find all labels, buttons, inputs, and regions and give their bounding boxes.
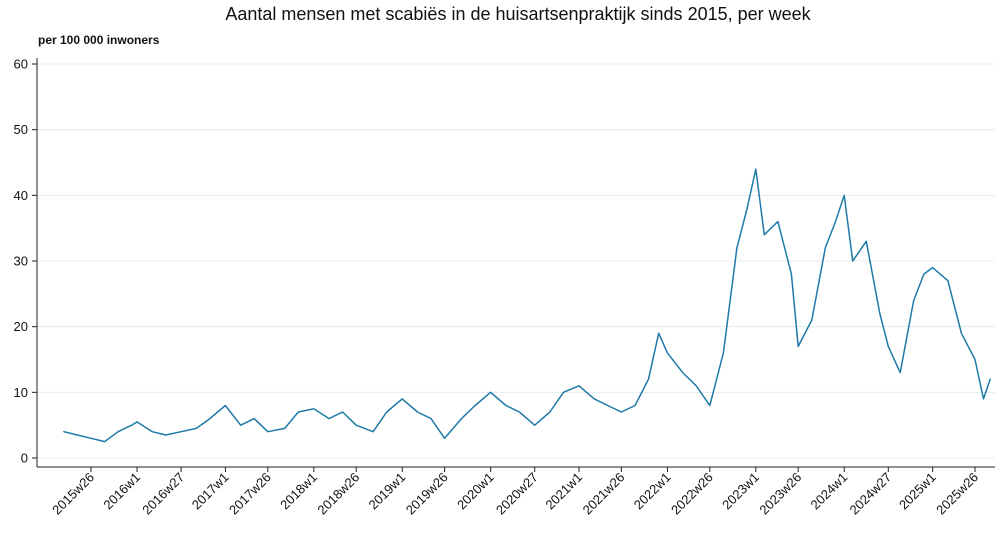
gridlines	[37, 63, 995, 459]
y-tick-label: 20	[14, 319, 28, 334]
x-tick-label: 2023w1	[719, 470, 762, 513]
y-unit-label: per 100 000 inwoners	[38, 33, 160, 47]
x-tick-label: 2025w1	[896, 470, 939, 513]
x-tick-label: 2023w26	[756, 470, 804, 518]
x-tick-label: 2021w26	[580, 470, 628, 518]
x-tick-label: 2017w26	[226, 470, 274, 518]
x-tick-label: 2016w27	[139, 470, 187, 518]
x-tick-label: 2022w1	[631, 470, 674, 513]
x-tick-label: 2016w1	[100, 470, 143, 513]
x-tick-label: 2020w1	[454, 470, 497, 513]
chart-title: Aantal mensen met scabiës in de huisarts…	[225, 4, 811, 24]
x-tick-label: 2015w26	[49, 470, 97, 518]
y-tick-label: 30	[14, 254, 28, 269]
x-tick-label: 2018w26	[314, 470, 362, 518]
y-tick-label: 50	[14, 122, 28, 137]
x-tick-label: 2022w26	[668, 470, 716, 518]
x-tick-label: 2017w1	[189, 470, 232, 513]
x-tick-label: 2019w26	[403, 470, 451, 518]
x-tick-label: 2019w1	[366, 470, 409, 513]
x-tick-label: 2024w27	[846, 470, 894, 518]
y-axis: 0 10 20 30 40 50 60	[14, 57, 38, 467]
x-tick-label: 2018w1	[277, 470, 320, 513]
x-tick-label: 2021w1	[542, 470, 585, 513]
series-line	[63, 168, 991, 443]
x-tick-label: 2020w27	[493, 470, 541, 518]
x-tick-label: 2025w26	[933, 470, 981, 518]
y-tick-label: 0	[21, 451, 28, 466]
y-tick-label: 10	[14, 385, 28, 400]
y-tick-label: 40	[14, 188, 28, 203]
x-tick-label: 2024w1	[808, 470, 851, 513]
y-tick-label: 60	[14, 57, 28, 72]
